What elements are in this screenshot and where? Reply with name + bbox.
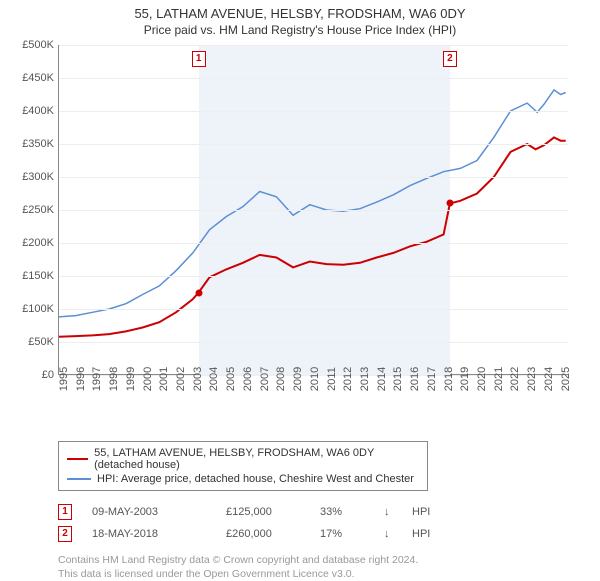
title-main: 55, LATHAM AVENUE, HELSBY, FRODSHAM, WA6…: [0, 6, 600, 21]
gridline: [59, 342, 568, 343]
x-axis-label: 2021: [493, 367, 505, 391]
x-axis-label: 2007: [259, 367, 271, 391]
x-axis-label: 2013: [359, 367, 371, 391]
sale-price: £260,000: [226, 528, 306, 540]
x-axis-label: 2006: [242, 367, 254, 391]
down-arrow-icon: ↓: [384, 528, 398, 540]
title-sub: Price paid vs. HM Land Registry's House …: [0, 23, 600, 37]
footnote: Contains HM Land Registry data © Crown c…: [58, 553, 568, 581]
legend-swatch: [67, 458, 88, 460]
x-axis-label: 1995: [58, 367, 70, 391]
x-axis-label: 2014: [376, 367, 388, 391]
gridline: [59, 144, 568, 145]
sale-row: 1 09-MAY-2003 £125,000 33% ↓ HPI: [58, 501, 568, 523]
legend-item: HPI: Average price, detached house, Ches…: [67, 472, 419, 486]
y-axis-label: £100K: [10, 303, 54, 315]
x-axis-label: 2024: [543, 367, 555, 391]
gridline: [59, 78, 568, 79]
legend-label: HPI: Average price, detached house, Ches…: [97, 473, 414, 485]
x-axis-label: 2011: [326, 367, 338, 391]
y-axis-label: £250K: [10, 204, 54, 216]
x-axis-label: 1999: [125, 367, 137, 391]
gridline: [59, 210, 568, 211]
x-axis-label: 2023: [526, 367, 538, 391]
sale-dot: [446, 200, 453, 207]
down-arrow-icon: ↓: [384, 506, 398, 518]
sale-rel: HPI: [412, 506, 430, 518]
sale-index-badge: 2: [58, 526, 72, 542]
sale-pct: 17%: [320, 528, 370, 540]
sale-date: 09-MAY-2003: [92, 506, 212, 518]
x-axis-label: 2008: [275, 367, 287, 391]
y-axis-label: £450K: [10, 72, 54, 84]
y-axis-label: £400K: [10, 105, 54, 117]
sale-marker-badge: 2: [443, 51, 457, 67]
gridline: [59, 309, 568, 310]
x-axis-label: 1998: [108, 367, 120, 391]
gridline: [59, 276, 568, 277]
chart-area: 12 £0£50K£100K£150K£200K£250K£300K£350K£…: [10, 45, 580, 405]
sale-dot: [195, 289, 202, 296]
y-axis-label: £50K: [10, 336, 54, 348]
sale-marker-badge: 1: [192, 51, 206, 67]
sale-rel: HPI: [412, 528, 430, 540]
sale-row: 2 18-MAY-2018 £260,000 17% ↓ HPI: [58, 523, 568, 545]
footnote-line: This data is licensed under the Open Gov…: [58, 567, 568, 581]
x-axis-label: 2016: [409, 367, 421, 391]
legend-block: 55, LATHAM AVENUE, HELSBY, FRODSHAM, WA6…: [58, 441, 568, 581]
gridline: [59, 243, 568, 244]
x-axis-label: 2015: [392, 367, 404, 391]
gridline: [59, 111, 568, 112]
x-axis-label: 2004: [208, 367, 220, 391]
sales-table: 1 09-MAY-2003 £125,000 33% ↓ HPI 2 18-MA…: [58, 501, 568, 545]
chart-container: 55, LATHAM AVENUE, HELSBY, FRODSHAM, WA6…: [0, 0, 600, 560]
x-axis-label: 2012: [342, 367, 354, 391]
x-axis-label: 2003: [192, 367, 204, 391]
legend-item: 55, LATHAM AVENUE, HELSBY, FRODSHAM, WA6…: [67, 446, 419, 472]
y-axis-label: £300K: [10, 171, 54, 183]
y-axis-label: £500K: [10, 39, 54, 51]
x-axis-label: 2002: [175, 367, 187, 391]
sale-price: £125,000: [226, 506, 306, 518]
hpi-line: [59, 90, 566, 317]
sale-pct: 33%: [320, 506, 370, 518]
y-axis-label: £350K: [10, 138, 54, 150]
y-axis-label: £150K: [10, 270, 54, 282]
x-axis-label: 2009: [292, 367, 304, 391]
property-line: [59, 137, 566, 336]
legend-box: 55, LATHAM AVENUE, HELSBY, FRODSHAM, WA6…: [58, 441, 428, 491]
x-axis-label: 2001: [158, 367, 170, 391]
x-axis-label: 2018: [443, 367, 455, 391]
x-axis-label: 2025: [560, 367, 572, 391]
legend-label: 55, LATHAM AVENUE, HELSBY, FRODSHAM, WA6…: [94, 447, 419, 471]
x-axis-label: 2010: [309, 367, 321, 391]
sale-date: 18-MAY-2018: [92, 528, 212, 540]
gridline: [59, 45, 568, 46]
y-axis-label: £200K: [10, 237, 54, 249]
x-axis-label: 2000: [142, 367, 154, 391]
plot-area: 12: [58, 45, 568, 375]
footnote-line: Contains HM Land Registry data © Crown c…: [58, 553, 568, 567]
x-axis-label: 2020: [476, 367, 488, 391]
legend-swatch: [67, 478, 91, 480]
x-axis-label: 1996: [75, 367, 87, 391]
x-axis-label: 2005: [225, 367, 237, 391]
gridline: [59, 177, 568, 178]
x-axis-label: 2022: [509, 367, 521, 391]
title-block: 55, LATHAM AVENUE, HELSBY, FRODSHAM, WA6…: [0, 0, 600, 37]
x-axis-label: 1997: [91, 367, 103, 391]
y-axis-label: £0: [10, 369, 54, 381]
x-axis-label: 2019: [459, 367, 471, 391]
x-axis-label: 2017: [426, 367, 438, 391]
sale-index-badge: 1: [58, 504, 72, 520]
